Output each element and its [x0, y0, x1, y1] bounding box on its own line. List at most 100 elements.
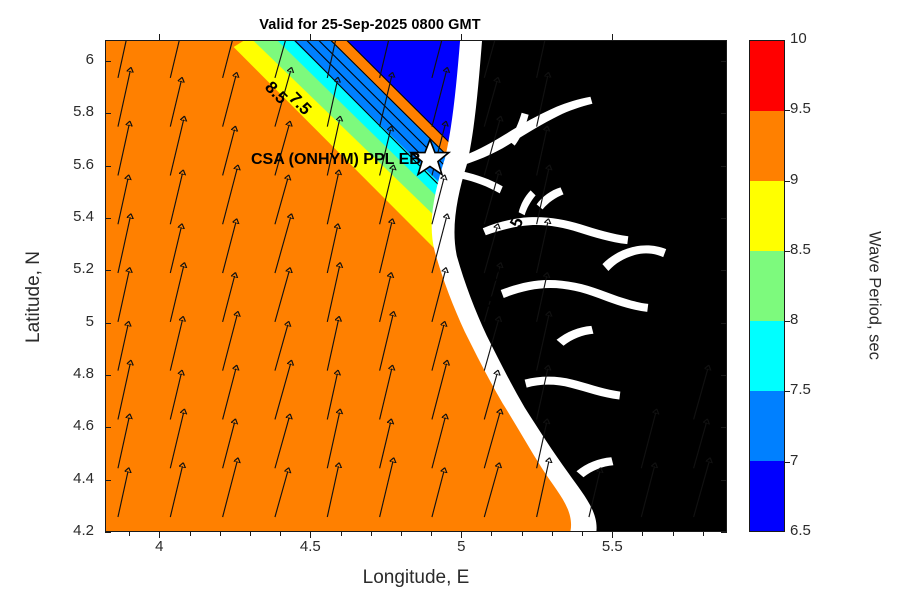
wind-vector [274, 125, 289, 176]
wind-vector [536, 315, 549, 371]
y-axis-tick-label: 5 [85, 312, 94, 330]
wind-vector [222, 222, 236, 274]
wind-vector [169, 81, 181, 127]
wind-vector [536, 276, 547, 322]
wind-vector [431, 217, 447, 274]
y-axis-tick [105, 479, 111, 481]
y-axis-tick-label: 4.6 [73, 417, 94, 435]
y-axis-tick [721, 165, 727, 167]
wind-vector [326, 374, 337, 420]
colorbar-tick [785, 180, 790, 182]
x-axis-minor-tick [642, 532, 644, 536]
wind-vector [379, 222, 392, 274]
colorbar-tick-label: 8.5 [790, 240, 811, 258]
wind-vector [431, 325, 444, 371]
wind-vector [379, 422, 391, 469]
wind-vector [117, 325, 128, 371]
x-axis-minor-tick [431, 532, 433, 536]
station-marker[interactable] [408, 137, 452, 177]
y-axis-tick [105, 270, 111, 272]
wind-vector [222, 168, 238, 225]
x-axis-tick [461, 34, 463, 40]
y-axis-tick-label: 4.4 [73, 469, 94, 487]
wind-vector [431, 417, 445, 469]
x-axis-tick [461, 532, 463, 538]
wind-vector [431, 471, 444, 518]
wind-vector [274, 71, 291, 127]
wind-vector [117, 471, 128, 518]
colorbar-band [750, 181, 784, 251]
wind-vector [536, 168, 549, 225]
wind-vector [274, 178, 288, 225]
wind-vector [169, 227, 181, 274]
wind-vector [379, 315, 393, 371]
wind-vector [483, 266, 500, 323]
x-axis-minor-tick [400, 532, 402, 536]
colorbar-tick-label: 7 [790, 451, 799, 469]
wind-vector [326, 41, 336, 78]
wind-vectors [117, 41, 709, 518]
y-axis-tick [721, 374, 727, 376]
y-axis-tick-label: 6 [85, 50, 94, 68]
wind-vector [431, 178, 444, 225]
colorbar-tick [785, 461, 790, 463]
colorbar-title: Wave Period, sec [865, 231, 884, 360]
wind-vector [222, 369, 236, 420]
y-axis-tick [721, 427, 727, 429]
y-axis-title: Latitude, N [23, 251, 44, 343]
wind-vector [483, 120, 500, 176]
x-axis-title: Longitude, E [362, 567, 470, 588]
y-axis-tick [105, 427, 111, 429]
x-axis-minor-tick [672, 532, 674, 536]
wind-vector [536, 222, 548, 274]
wind-vector [379, 76, 392, 127]
wind-vector [483, 466, 498, 518]
wind-vector [117, 217, 130, 274]
colorbar-band [750, 461, 784, 531]
wind-vector [117, 178, 128, 225]
x-axis-minor-tick [582, 532, 584, 536]
colorbar-tick [785, 321, 790, 323]
y-axis-tick [105, 113, 111, 115]
wind-vector [379, 41, 390, 78]
wind-vector [483, 320, 498, 371]
wind-vector [169, 120, 183, 176]
y-axis-tick [721, 270, 727, 272]
wind-vector [483, 412, 500, 469]
y-axis-tick [105, 322, 111, 324]
x-axis-minor-tick [189, 532, 191, 536]
wind-vector [379, 276, 391, 322]
wind-vector [274, 271, 289, 323]
figure-title: Valid for 25-Sep-2025 0800 GMT [259, 17, 481, 33]
colorbar-tick-label: 6.5 [790, 522, 811, 539]
y-axis-tick-label: 4.8 [73, 364, 94, 382]
wind-vector [222, 76, 236, 127]
wind-vector [222, 276, 235, 322]
x-axis-tick-label: 4.5 [299, 538, 321, 555]
colorbar-tick-label: 9 [790, 170, 799, 188]
x-axis-tick-label: 5.5 [601, 538, 623, 555]
wind-vector [169, 173, 182, 225]
x-axis-tick-label: 4 [155, 538, 164, 555]
wind-vector [536, 130, 547, 176]
wind-vector [274, 325, 288, 371]
x-axis-tick [310, 532, 312, 538]
wind-vector [222, 461, 238, 518]
wind-vector [222, 41, 233, 78]
wind-vector [117, 417, 129, 469]
x-axis-minor-tick [219, 532, 221, 536]
wind-vector [483, 374, 497, 420]
y-axis-tick [721, 322, 727, 324]
colorbar-band [750, 251, 784, 321]
y-axis-tick [105, 374, 111, 376]
colorbar-band [750, 391, 784, 461]
wind-vector [326, 320, 338, 371]
colorbar-tick [785, 391, 790, 393]
wind-vector [536, 76, 548, 127]
wind-vector [483, 173, 498, 225]
y-axis-tick [105, 217, 111, 219]
wind-vector [326, 120, 339, 176]
x-axis-minor-tick [340, 532, 342, 536]
wind-vector [326, 81, 337, 127]
wind-vector [431, 41, 443, 78]
